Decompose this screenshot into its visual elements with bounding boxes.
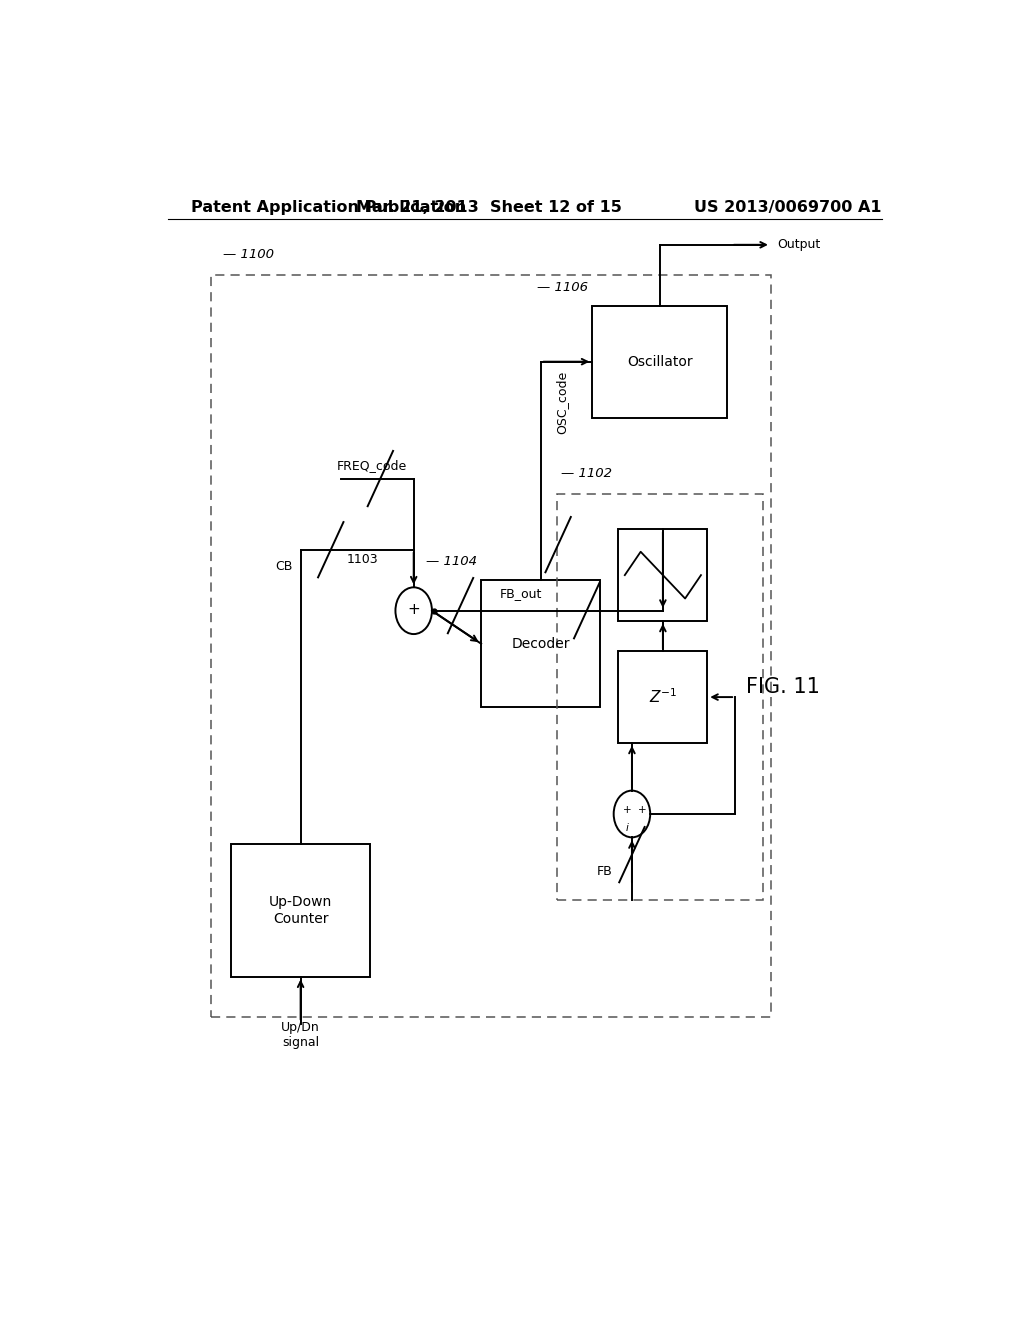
Text: Oscillator: Oscillator bbox=[627, 355, 692, 368]
Text: — 1106: — 1106 bbox=[538, 281, 588, 294]
Text: Mar. 21, 2013  Sheet 12 of 15: Mar. 21, 2013 Sheet 12 of 15 bbox=[356, 199, 622, 215]
Text: — 1100: — 1100 bbox=[223, 248, 274, 261]
Text: $Z^{-1}$: $Z^{-1}$ bbox=[648, 688, 677, 706]
Text: +: + bbox=[623, 805, 632, 814]
Bar bbox=[557, 494, 763, 900]
Text: Patent Application Publication: Patent Application Publication bbox=[191, 199, 467, 215]
Text: 1103: 1103 bbox=[346, 553, 378, 566]
Text: — 1104: — 1104 bbox=[426, 556, 477, 569]
Bar bbox=[231, 845, 370, 977]
Text: FB_out: FB_out bbox=[500, 587, 542, 599]
Text: FIG. 11: FIG. 11 bbox=[745, 677, 819, 697]
Text: CB: CB bbox=[275, 561, 293, 573]
Text: Decoder: Decoder bbox=[511, 636, 570, 651]
Bar bbox=[592, 306, 727, 417]
Text: Output: Output bbox=[777, 239, 820, 251]
Text: OSC_code: OSC_code bbox=[555, 371, 568, 434]
Text: FREQ_code: FREQ_code bbox=[337, 459, 407, 471]
Bar bbox=[481, 581, 600, 708]
Text: Up/Dn
signal: Up/Dn signal bbox=[282, 1020, 319, 1048]
Text: FB: FB bbox=[596, 866, 612, 878]
Text: — 1102: — 1102 bbox=[560, 467, 611, 480]
Text: i: i bbox=[626, 824, 629, 833]
Text: US 2013/0069700 A1: US 2013/0069700 A1 bbox=[694, 199, 882, 215]
Text: Up-Down
Counter: Up-Down Counter bbox=[269, 895, 332, 925]
Bar bbox=[618, 529, 708, 620]
Bar bbox=[618, 651, 708, 743]
Bar bbox=[211, 276, 771, 1018]
Text: +: + bbox=[408, 602, 420, 618]
Text: +: + bbox=[638, 805, 646, 814]
